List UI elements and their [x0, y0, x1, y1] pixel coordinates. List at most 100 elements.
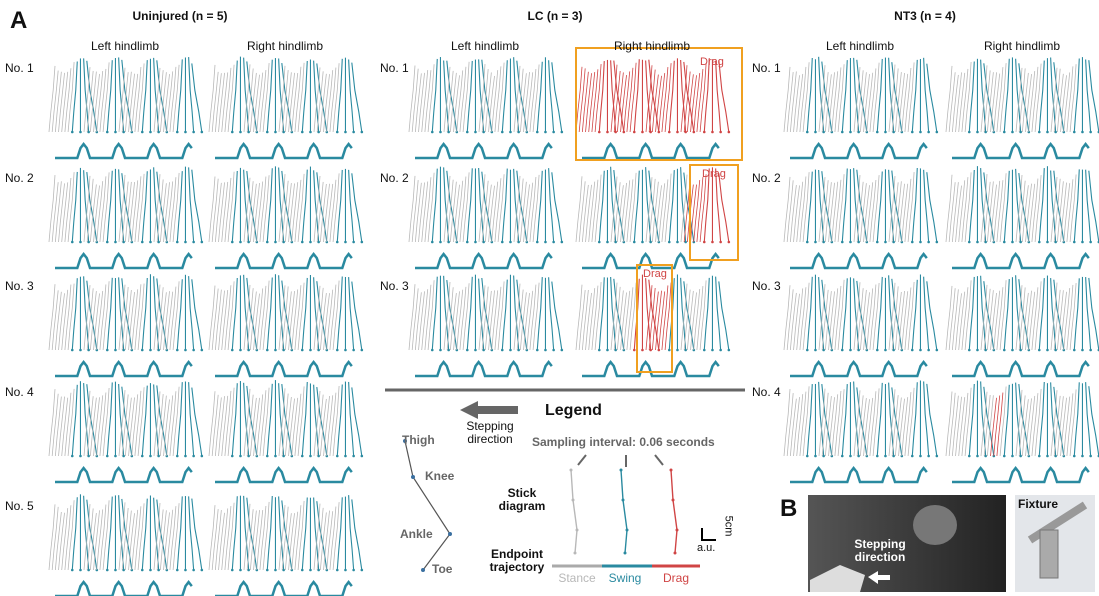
endpoint-trajectory [215, 468, 352, 482]
toe-dot [231, 349, 234, 352]
toe-dot [976, 349, 979, 352]
toe-dot [79, 349, 82, 352]
toe-dot [668, 131, 671, 134]
toe-dot [239, 455, 242, 458]
legend-stick [621, 470, 627, 553]
stick [691, 185, 697, 242]
toe-dot [201, 569, 204, 572]
toe-dot [822, 131, 825, 134]
stick [870, 391, 876, 456]
toe-dot [857, 455, 860, 458]
toe-dot [884, 131, 887, 134]
stick [415, 183, 421, 242]
panel-label: A [10, 8, 27, 34]
stick [65, 505, 71, 570]
toe-dot [157, 131, 160, 134]
toe-dot [649, 241, 652, 244]
toe-dot [641, 241, 644, 244]
stick [797, 74, 803, 132]
stick [72, 385, 77, 456]
drag-label: Drag [702, 168, 726, 180]
stick [586, 293, 592, 350]
toe-dot [87, 455, 90, 458]
stick [787, 393, 793, 456]
stick [956, 293, 962, 350]
group-title: NT3 (n = 4) [894, 10, 956, 23]
toe-dot [936, 131, 939, 134]
toe-dot [968, 241, 971, 244]
endpoint-trajectory [55, 468, 192, 482]
toe-dot [841, 455, 844, 458]
toe-dot [71, 349, 74, 352]
stick [994, 74, 1000, 132]
stick [956, 72, 962, 132]
toe-dot [927, 241, 930, 244]
toe-dot [309, 349, 312, 352]
stick [867, 182, 873, 242]
stick [254, 510, 260, 570]
stick [55, 512, 61, 570]
stick [902, 397, 908, 456]
stick [1061, 398, 1067, 456]
stick [842, 169, 847, 242]
column-header: Right hindlimb [614, 40, 690, 53]
toe-dot [676, 131, 679, 134]
stick [254, 183, 260, 242]
stick [142, 386, 147, 456]
toe-dot [1019, 131, 1022, 134]
toe-dot [598, 241, 601, 244]
stick [800, 287, 806, 350]
stick [832, 288, 838, 350]
stick [52, 182, 58, 242]
stick [457, 181, 463, 242]
stick [49, 284, 55, 350]
stick [1004, 171, 1009, 242]
stick [800, 177, 806, 242]
toe-dot [247, 241, 250, 244]
stick [302, 170, 307, 242]
stick [289, 73, 295, 132]
endpoint-trajectory [55, 362, 192, 376]
legend-joint [670, 469, 673, 472]
toe-dot [122, 241, 125, 244]
toe-dot [919, 131, 922, 134]
stick [807, 384, 812, 456]
toe-dot [87, 131, 90, 134]
toe-dot [176, 569, 179, 572]
toe-dot [266, 349, 269, 352]
stick [65, 393, 71, 456]
toe-dot [857, 241, 860, 244]
stick [327, 184, 333, 242]
stick [302, 497, 307, 570]
stick [592, 286, 598, 350]
toe-dot [309, 455, 312, 458]
stick [952, 75, 958, 132]
toe-dot [684, 241, 687, 244]
stick [599, 277, 604, 350]
stick [49, 389, 55, 456]
stick [215, 397, 221, 456]
stick [624, 71, 630, 132]
stick [49, 504, 55, 570]
toe-dot [231, 455, 234, 458]
toe-dot [317, 241, 320, 244]
toe-dot [633, 131, 636, 134]
toe-dot [79, 241, 82, 244]
toe-dot [192, 569, 195, 572]
stick [327, 70, 333, 132]
endpoint-trajectory [952, 362, 1089, 376]
toe-dot [317, 131, 320, 134]
legend-joint [626, 529, 629, 532]
stick [1032, 393, 1038, 456]
toe-dot [968, 349, 971, 352]
stick [170, 287, 176, 350]
stick [530, 285, 536, 350]
toe-dot [711, 349, 714, 352]
stick [524, 293, 530, 350]
stick [912, 168, 917, 242]
stick [267, 278, 272, 350]
stick [260, 390, 266, 456]
stick [790, 185, 796, 242]
stick [669, 61, 674, 132]
stick [829, 183, 835, 242]
